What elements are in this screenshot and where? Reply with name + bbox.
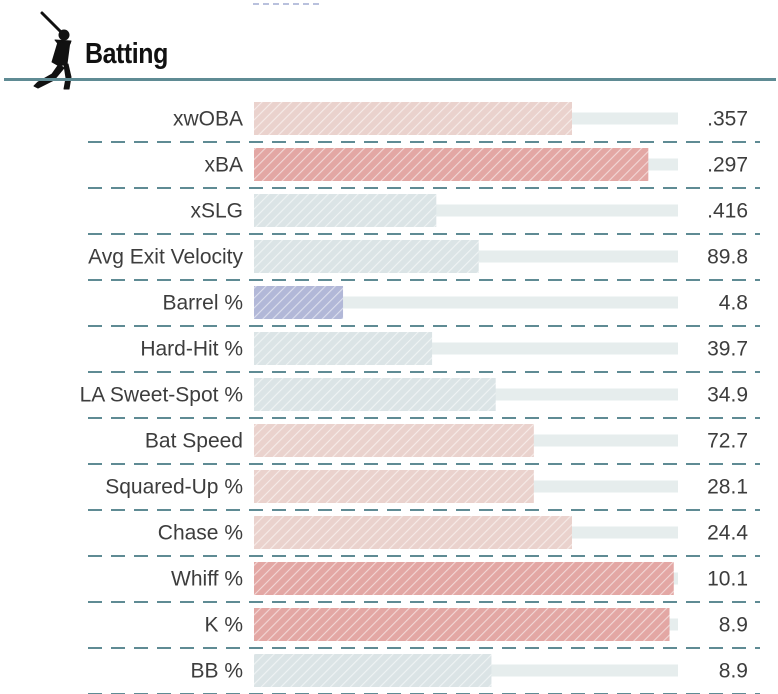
row-value: 72.7 xyxy=(707,430,748,453)
row-value: 10.1 xyxy=(707,568,748,591)
row-value: 8.9 xyxy=(719,614,748,637)
row-label: xSLG xyxy=(190,200,243,223)
row-label: Barrel % xyxy=(162,292,243,315)
row-label: xBA xyxy=(204,154,243,177)
row-label: Squared-Up % xyxy=(105,476,243,499)
bar-hatch xyxy=(254,470,534,503)
header-rule xyxy=(4,78,776,81)
row-value: .297 xyxy=(707,154,748,177)
row-label: Whiff % xyxy=(171,568,243,591)
bar-hatch xyxy=(254,608,670,641)
row-value: .416 xyxy=(707,200,748,223)
chart-row: Avg Exit Velocity 89.8 xyxy=(88,240,760,281)
row-value: 34.9 xyxy=(707,384,748,407)
row-label: Bat Speed xyxy=(145,430,243,453)
row-value: .357 xyxy=(707,108,748,131)
row-label: Hard-Hit % xyxy=(140,338,243,361)
row-value: 24.4 xyxy=(707,522,748,545)
section-title: Batting xyxy=(85,38,168,70)
chart-row: Hard-Hit % 39.7 xyxy=(88,332,760,373)
chart-row: xSLG .416 xyxy=(88,194,760,235)
row-label: Chase % xyxy=(158,522,243,545)
row-value: 8.9 xyxy=(719,660,748,683)
row-value: 39.7 xyxy=(707,338,748,361)
bar-hatch xyxy=(254,562,674,595)
chart-row: xwOBA .357 xyxy=(88,102,760,143)
chart-row: xBA .297 xyxy=(88,148,760,189)
batter-icon xyxy=(33,11,72,90)
row-value: 28.1 xyxy=(707,476,748,499)
row-label: BB % xyxy=(190,660,243,683)
bar-hatch xyxy=(254,654,492,687)
top-tab-indicator xyxy=(253,0,319,5)
chart-row: LA Sweet-Spot % 34.9 xyxy=(80,378,760,419)
chart-row: Chase % 24.4 xyxy=(88,516,760,557)
bar-hatch xyxy=(254,148,649,181)
chart-row: BB % 8.9 xyxy=(88,654,760,694)
chart-row: Squared-Up % 28.1 xyxy=(88,470,760,511)
bar-hatch xyxy=(254,516,572,549)
row-value: 4.8 xyxy=(719,292,748,315)
bar-hatch xyxy=(254,240,479,273)
chart-row: K % 8.9 xyxy=(88,608,760,649)
bar-track xyxy=(254,296,678,309)
bar-hatch xyxy=(254,332,433,365)
chart-row: Barrel % 4.8 xyxy=(88,286,760,327)
bar-hatch xyxy=(254,286,344,319)
row-label: Avg Exit Velocity xyxy=(88,246,243,269)
row-label: LA Sweet-Spot % xyxy=(80,384,243,407)
row-label: xwOBA xyxy=(173,108,243,131)
chart-rows: xwOBA .357 xBA .297 xSLG .416 Avg Exit Velocit… xyxy=(80,102,760,694)
chart-row: Bat Speed 72.7 xyxy=(88,424,760,465)
chart-row: Whiff % 10.1 xyxy=(88,562,760,603)
row-value: 89.8 xyxy=(707,246,748,269)
bar-hatch xyxy=(254,194,437,227)
section-header: Batting xyxy=(0,0,778,90)
bar-hatch xyxy=(254,424,534,457)
bar-hatch xyxy=(254,378,496,411)
row-label: K % xyxy=(204,614,243,637)
batting-percentile-chart: xwOBA .357 xBA .297 xSLG .416 Avg Exit Velocit… xyxy=(80,102,760,694)
bar-hatch xyxy=(254,102,572,135)
